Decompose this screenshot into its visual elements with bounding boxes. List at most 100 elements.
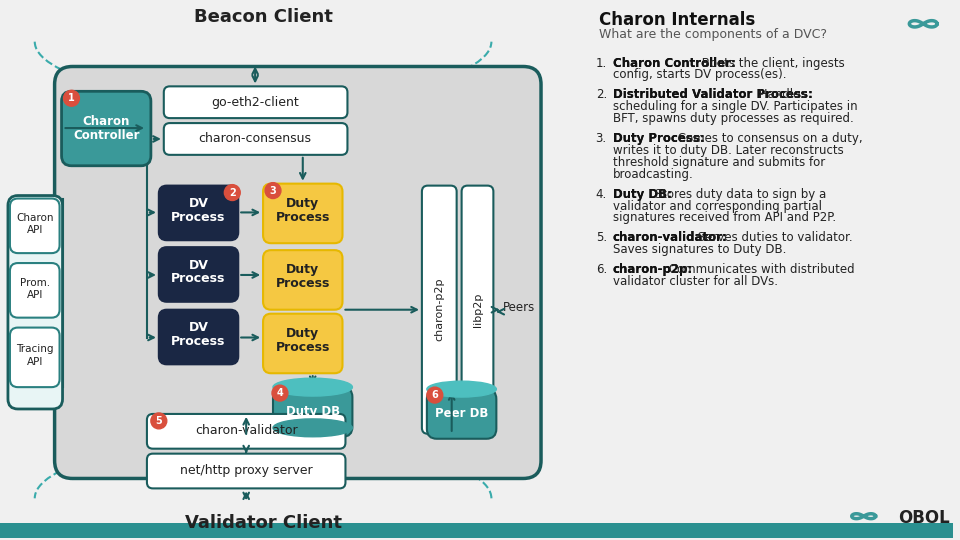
Text: 3.: 3. bbox=[595, 132, 607, 145]
Text: Boots the client, ingests: Boots the client, ingests bbox=[698, 57, 845, 70]
Text: Process: Process bbox=[276, 341, 330, 354]
Text: Validator Client: Validator Client bbox=[184, 514, 342, 532]
Text: Duty Process:: Duty Process: bbox=[612, 132, 705, 145]
Text: charon-p2p:: charon-p2p: bbox=[612, 263, 693, 276]
FancyBboxPatch shape bbox=[10, 263, 60, 318]
Text: 4.: 4. bbox=[595, 187, 607, 200]
Text: broadcasting.: broadcasting. bbox=[612, 168, 693, 181]
Text: charon-p2p:: charon-p2p: bbox=[612, 263, 693, 276]
Text: 1: 1 bbox=[68, 93, 75, 103]
Text: Stores duty data to sign by a: Stores duty data to sign by a bbox=[651, 187, 826, 200]
Text: Handles: Handles bbox=[756, 89, 807, 102]
Text: Serves duties to validator.: Serves duties to validator. bbox=[693, 231, 852, 244]
FancyBboxPatch shape bbox=[164, 86, 348, 118]
Circle shape bbox=[151, 413, 167, 429]
Text: Prom.: Prom. bbox=[20, 278, 50, 288]
Text: config, starts DV process(es).: config, starts DV process(es). bbox=[612, 69, 786, 82]
Text: 2.: 2. bbox=[595, 89, 607, 102]
Circle shape bbox=[63, 90, 80, 106]
Circle shape bbox=[427, 387, 443, 403]
Text: Process: Process bbox=[171, 335, 226, 348]
Text: Process: Process bbox=[276, 278, 330, 291]
Circle shape bbox=[265, 183, 281, 199]
Ellipse shape bbox=[427, 381, 496, 397]
Text: 5: 5 bbox=[156, 416, 162, 426]
Text: charon-consensus: charon-consensus bbox=[199, 132, 312, 145]
Text: OBOL: OBOL bbox=[899, 509, 950, 527]
Text: 1.: 1. bbox=[595, 57, 607, 70]
Text: 2: 2 bbox=[228, 187, 235, 198]
Text: charon-p2p: charon-p2p bbox=[435, 278, 444, 341]
Text: Duty Process:: Duty Process: bbox=[612, 132, 705, 145]
Text: validator cluster for all DVs.: validator cluster for all DVs. bbox=[612, 275, 778, 288]
Text: Peers: Peers bbox=[503, 301, 536, 314]
Text: Saves signatures to Duty DB.: Saves signatures to Duty DB. bbox=[612, 243, 786, 256]
Text: API: API bbox=[27, 225, 43, 235]
Text: Duty: Duty bbox=[286, 197, 320, 210]
Text: Charon: Charon bbox=[83, 114, 130, 127]
Text: Tracing: Tracing bbox=[16, 345, 54, 354]
Text: Duty: Duty bbox=[286, 327, 320, 340]
FancyBboxPatch shape bbox=[421, 186, 457, 434]
FancyBboxPatch shape bbox=[158, 186, 238, 240]
Text: DV: DV bbox=[188, 259, 208, 272]
Text: signatures received from API and P2P.: signatures received from API and P2P. bbox=[612, 212, 835, 225]
FancyBboxPatch shape bbox=[263, 184, 343, 243]
Text: API: API bbox=[27, 290, 43, 300]
Text: Communicates with distributed: Communicates with distributed bbox=[665, 263, 854, 276]
Text: What are the components of a DVC?: What are the components of a DVC? bbox=[599, 28, 827, 41]
Text: API: API bbox=[27, 357, 43, 367]
FancyBboxPatch shape bbox=[10, 199, 60, 253]
FancyBboxPatch shape bbox=[10, 328, 60, 387]
Circle shape bbox=[272, 385, 288, 401]
Text: 5.: 5. bbox=[595, 231, 607, 244]
Ellipse shape bbox=[273, 419, 352, 437]
Text: charon-validator:: charon-validator: bbox=[612, 231, 728, 244]
Text: Process: Process bbox=[171, 273, 226, 286]
Text: Charon Internals: Charon Internals bbox=[599, 11, 755, 29]
FancyBboxPatch shape bbox=[263, 250, 343, 310]
Text: Beacon Client: Beacon Client bbox=[194, 8, 332, 26]
Text: net/http proxy server: net/http proxy server bbox=[180, 464, 313, 477]
FancyBboxPatch shape bbox=[0, 523, 953, 538]
Text: Charon: Charon bbox=[16, 213, 54, 224]
Text: Distributed Validator Process:: Distributed Validator Process: bbox=[612, 89, 812, 102]
Text: Charon Controller:: Charon Controller: bbox=[612, 57, 735, 70]
Ellipse shape bbox=[273, 378, 352, 396]
FancyBboxPatch shape bbox=[164, 123, 348, 155]
Text: 6: 6 bbox=[431, 390, 438, 400]
Text: go-eth2-client: go-eth2-client bbox=[211, 96, 299, 109]
Text: Controller: Controller bbox=[73, 130, 139, 143]
Text: writes it to duty DB. Later reconstructs: writes it to duty DB. Later reconstructs bbox=[612, 144, 843, 157]
Text: DV: DV bbox=[188, 197, 208, 210]
Text: scheduling for a single DV. Participates in: scheduling for a single DV. Participates… bbox=[612, 100, 857, 113]
Text: Charon Controller:: Charon Controller: bbox=[612, 57, 735, 70]
Text: BFT, spawns duty processes as required.: BFT, spawns duty processes as required. bbox=[612, 112, 853, 125]
Text: 3: 3 bbox=[270, 186, 276, 195]
FancyBboxPatch shape bbox=[55, 66, 541, 478]
Text: Comes to consensus on a duty,: Comes to consensus on a duty, bbox=[675, 132, 863, 145]
Text: Peer DB: Peer DB bbox=[435, 408, 489, 421]
Text: Duty DB:: Duty DB: bbox=[612, 187, 671, 200]
Text: charon-validator: charon-validator bbox=[195, 424, 298, 437]
Text: libp2p: libp2p bbox=[473, 293, 484, 327]
Text: Distributed Validator Process:: Distributed Validator Process: bbox=[612, 89, 812, 102]
FancyBboxPatch shape bbox=[273, 387, 352, 437]
Text: Duty: Duty bbox=[286, 264, 320, 276]
Text: Duty DB: Duty DB bbox=[286, 406, 340, 419]
Text: 6.: 6. bbox=[595, 263, 607, 276]
FancyBboxPatch shape bbox=[61, 91, 151, 166]
Text: 4: 4 bbox=[276, 388, 283, 398]
FancyBboxPatch shape bbox=[158, 310, 238, 364]
FancyBboxPatch shape bbox=[263, 314, 343, 373]
Text: validator and corresponding partial: validator and corresponding partial bbox=[612, 199, 822, 213]
FancyBboxPatch shape bbox=[462, 186, 493, 434]
Circle shape bbox=[225, 185, 240, 200]
FancyBboxPatch shape bbox=[147, 414, 346, 449]
Text: DV: DV bbox=[188, 321, 208, 334]
Text: Process: Process bbox=[276, 211, 330, 224]
FancyBboxPatch shape bbox=[8, 195, 62, 409]
FancyBboxPatch shape bbox=[427, 389, 496, 439]
Text: threshold signature and submits for: threshold signature and submits for bbox=[612, 156, 825, 169]
Text: Process: Process bbox=[171, 211, 226, 224]
